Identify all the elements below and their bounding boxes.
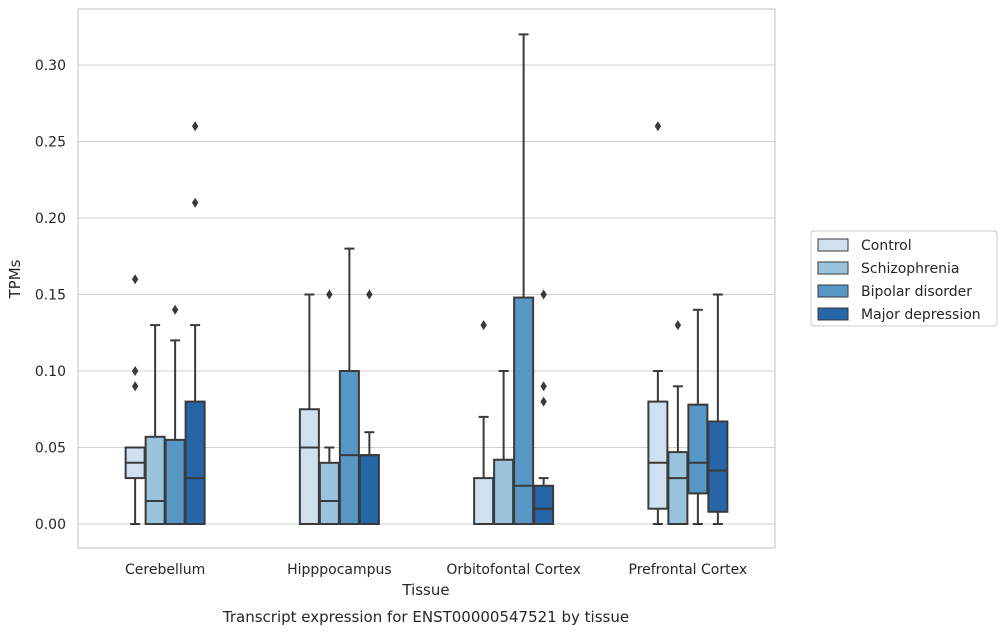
y-tick-label: 0.00 — [35, 517, 66, 533]
legend-label: Bipolar disorder — [861, 284, 972, 300]
x-tick-label: Cerebellum — [125, 562, 205, 578]
y-axis-label: TPMs — [6, 259, 24, 299]
legend-swatch — [817, 307, 849, 321]
box-body — [298, 408, 320, 525]
box — [513, 33, 535, 525]
legend-label: Control — [861, 238, 912, 254]
legend: Control Schizophrenia Bipolar disorder Majo… — [810, 230, 998, 327]
legend-swatch — [817, 261, 849, 275]
box — [647, 121, 669, 525]
outlier-point — [131, 274, 139, 285]
y-tick-label: 0.15 — [35, 288, 66, 304]
y-tick-label: 0.30 — [35, 58, 66, 74]
y-tick-label: 0.20 — [35, 211, 66, 227]
outlier-point — [171, 304, 179, 315]
box-body — [493, 458, 515, 525]
outlier-point — [131, 366, 139, 376]
box-body — [144, 435, 166, 526]
series-bipolar-disorder — [164, 33, 709, 526]
box — [667, 320, 689, 525]
y-tick-label: 0.25 — [35, 135, 66, 151]
outlier-point — [131, 381, 139, 392]
x-tick-label: Orbitofontal Cortex — [446, 562, 581, 578]
box — [687, 308, 709, 525]
box-body — [513, 296, 535, 525]
box — [707, 293, 729, 525]
legend-swatch — [817, 238, 849, 252]
box — [318, 289, 340, 525]
legend-frame — [810, 230, 998, 327]
box-body — [318, 461, 340, 525]
outlier-point — [366, 289, 373, 300]
box — [144, 324, 166, 526]
y-tick-labels: 0.00 0.05 0.10 0.15 0.20 0.25 0.30 — [35, 58, 66, 533]
box — [184, 121, 206, 526]
box-body — [338, 370, 360, 525]
outlier-point — [480, 320, 487, 331]
box — [338, 247, 360, 525]
x-tick-label: Hipppocampus — [287, 562, 392, 578]
box — [473, 320, 495, 526]
box-body — [687, 403, 709, 495]
box — [298, 293, 320, 525]
box-body — [184, 400, 206, 526]
series-schizophrenia — [144, 289, 689, 526]
box — [164, 304, 186, 526]
box-body — [667, 451, 689, 525]
outlier-point — [191, 197, 199, 208]
x-axis-label: Tissue — [401, 581, 449, 599]
plot-frame — [77, 8, 776, 549]
box — [358, 289, 380, 525]
outlier-point — [540, 396, 547, 407]
box-body — [533, 484, 555, 525]
x-tick-labels: Cerebellum Hipppocampus Orbitofontal Corte… — [125, 562, 747, 578]
series-control — [124, 121, 669, 526]
box-body — [473, 477, 495, 526]
outlier-point — [654, 121, 662, 132]
x-tick-label: Prefrontal Cortex — [629, 562, 748, 578]
series-major-depression — [184, 121, 729, 526]
legend-label: Major depression — [861, 307, 981, 323]
outlier-point — [674, 320, 682, 331]
box — [124, 274, 146, 525]
chart-caption: Transcript expression for ENST0000054752… — [222, 608, 629, 626]
outlier-point — [326, 289, 333, 300]
y-tick-label: 0.05 — [35, 441, 66, 457]
box-body — [707, 420, 729, 513]
y-tick-label: 0.10 — [35, 364, 66, 380]
box-body — [647, 400, 669, 510]
outlier-point — [191, 121, 199, 132]
legend-swatch — [817, 284, 849, 298]
box — [533, 289, 555, 525]
outlier-point — [540, 381, 547, 392]
legend-items: Control Schizophrenia Bipolar disorder Majo… — [817, 238, 981, 323]
box-body — [164, 438, 186, 526]
legend-label: Schizophrenia — [861, 261, 959, 277]
box-series — [124, 33, 729, 526]
outlier-point — [540, 289, 547, 300]
box-body — [358, 454, 380, 525]
